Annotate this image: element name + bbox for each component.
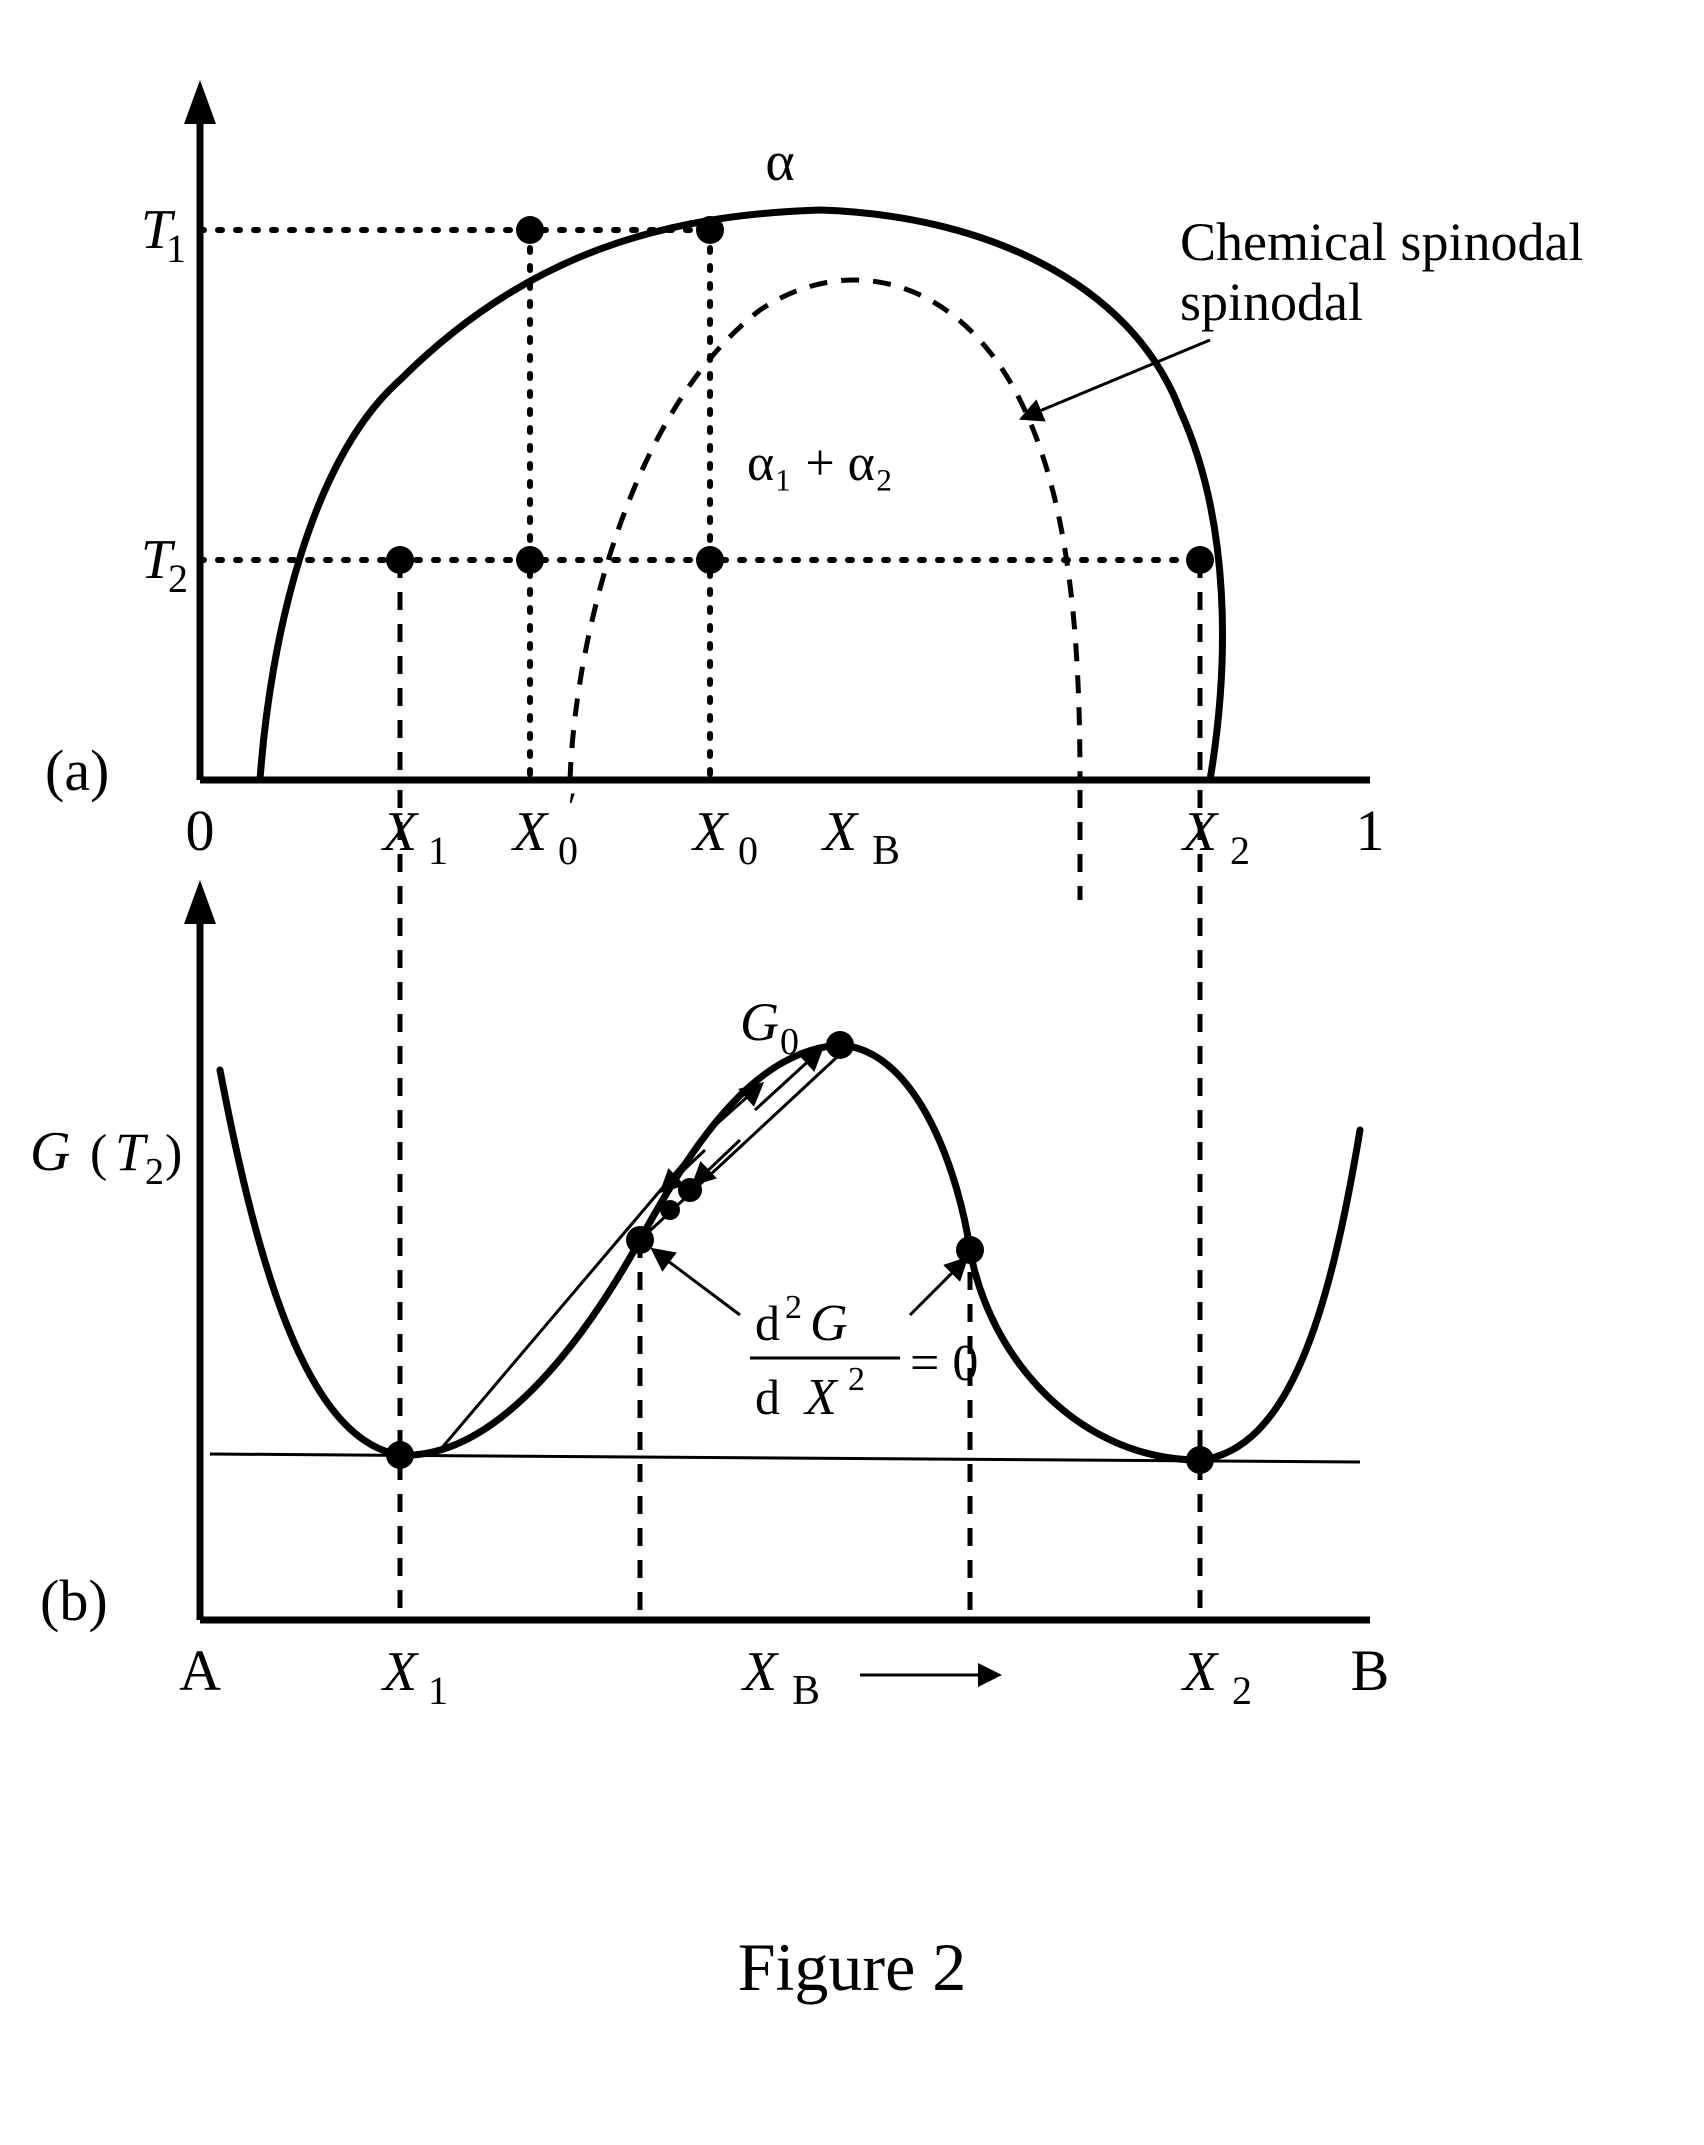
panel-b-label: (b)	[40, 1568, 108, 1633]
svg-text:X: X	[1181, 1641, 1220, 1703]
svg-text:X: X	[803, 1369, 839, 1426]
svg-text:0: 0	[738, 828, 758, 873]
panel-a-label: (a)	[45, 738, 109, 803]
svg-text:B: B	[792, 1668, 820, 1714]
svg-text:d: d	[755, 1369, 780, 1425]
svg-text:2: 2	[1232, 1668, 1252, 1713]
svg-text:2: 2	[1230, 828, 1250, 873]
xlabel-A: A	[179, 1638, 221, 1703]
figure-caption: Figure 2	[738, 1929, 967, 2005]
svg-text:X: X	[511, 801, 550, 863]
svg-text:(: (	[90, 1125, 107, 1182]
svg-text:= 0: = 0	[910, 1335, 978, 1392]
xlabel-0: 0	[186, 798, 215, 863]
panel-b: G 0 d 2 G d X 2 = 0 G ( T 2 ) A B X	[30, 790, 1389, 1714]
svg-text:2: 2	[785, 1289, 802, 1326]
svg-text:1: 1	[428, 828, 448, 873]
svg-text:0: 0	[558, 828, 578, 873]
label-inflection: d 2 G d X 2 = 0	[750, 1289, 978, 1426]
svg-text:spinodal: spinodal	[1180, 272, 1363, 332]
svg-text:G: G	[740, 992, 779, 1052]
xlabel-X1b: X 1	[381, 1641, 448, 1713]
svg-text:1: 1	[166, 226, 186, 271]
annotation-chemical-spinodal: Chemical spinodal	[1180, 212, 1583, 272]
label-G0: G 0	[740, 992, 799, 1063]
ylabel-GT2: G ( T 2 )	[30, 1121, 182, 1193]
svg-text:T: T	[115, 1122, 149, 1182]
svg-text:0: 0	[780, 1021, 799, 1063]
figure-svg: Chemical spinodal spinodal α α₁ + α₂ T 1…	[0, 0, 1704, 2145]
label-alpha: α	[765, 131, 794, 193]
svg-text:G: G	[810, 1295, 848, 1352]
svg-text:G: G	[30, 1121, 70, 1183]
svg-text:1: 1	[428, 1668, 448, 1713]
label-alpha12: α₁ + α₂	[747, 435, 893, 492]
xlabel-X2a: X 2	[1181, 801, 1250, 873]
svg-text:d: d	[755, 1295, 780, 1351]
xlabel-XB: X B	[821, 801, 900, 874]
xlabel-1: 1	[1356, 798, 1385, 863]
svg-text:X: X	[821, 801, 860, 863]
svg-text:2: 2	[848, 1361, 865, 1398]
svg-text:2: 2	[168, 556, 188, 601]
svg-text:X: X	[381, 1641, 420, 1703]
svg-text:X: X	[691, 801, 730, 863]
xlabel-XBb: X B	[741, 1641, 820, 1714]
xlabel-X1: X 1	[381, 801, 448, 873]
svg-text:): )	[165, 1125, 182, 1182]
svg-text:B: B	[872, 828, 900, 874]
svg-text:X: X	[741, 1641, 780, 1703]
svg-text:2: 2	[145, 1151, 164, 1193]
panel-a: Chemical spinodal spinodal α α₁ + α₂ T 1…	[45, 80, 1583, 874]
xlabel-X0p: X 0 ′	[511, 784, 578, 873]
xlabel-B: B	[1351, 1638, 1390, 1703]
xlabel-X2b: X 2	[1181, 1641, 1252, 1713]
svg-text:′: ′	[568, 784, 577, 829]
xlabel-X0: X 0	[691, 801, 758, 873]
